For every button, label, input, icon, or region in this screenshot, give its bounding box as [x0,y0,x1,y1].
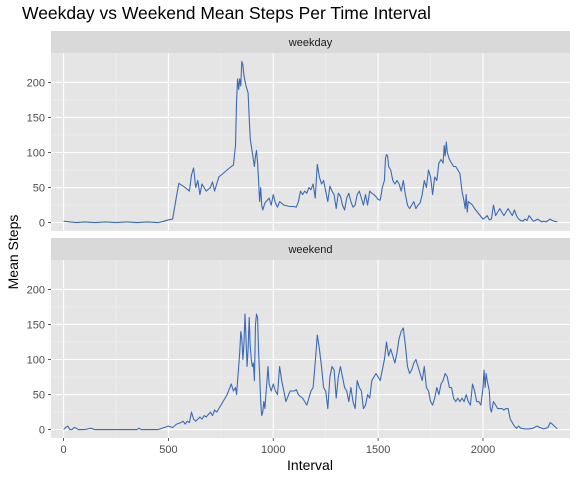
facet-strip [51,31,570,53]
facet-strip-label: weekend [287,244,332,256]
y-tick-label: 100 [27,148,45,160]
y-tick-label: 200 [27,77,45,89]
x-tick-label: 2000 [471,444,495,456]
series-line-weekend [63,313,558,431]
x-axis: 0 500 1000 1500 2000 [61,438,495,456]
x-axis-title: Interval [287,457,333,473]
facet-strip [51,238,570,260]
series-line-weekday [63,60,558,224]
facet-panel-weekday: weekday [51,31,570,231]
panel-background [51,53,570,231]
y-tick-label: 0 [39,218,45,230]
chart-title: Weekday vs Weekend Mean Steps Per Time I… [22,3,431,23]
x-tick-label: 1000 [261,444,285,456]
x-tick-label: 1500 [366,444,390,456]
y-axis-title: Mean Steps [5,215,21,290]
facet-strip-label: weekday [288,37,333,49]
y-tick-label: 50 [33,390,45,402]
x-tick-label: 0 [61,444,67,456]
panel-background [51,260,570,438]
y-tick-label: 150 [27,319,45,331]
facet-panel-weekend: weekend [51,238,570,438]
x-tick-label: 500 [159,444,177,456]
y-tick-label: 50 [33,183,45,195]
y-tick-label: 0 [39,425,45,437]
y-tick-label: 100 [27,355,45,367]
y-tick-label: 150 [27,112,45,124]
y-axes: 0 50 100 150 200 0 50 100 150 200 [27,77,51,437]
y-tick-label: 200 [27,284,45,296]
facet-panels: weekday weekend [51,31,570,438]
